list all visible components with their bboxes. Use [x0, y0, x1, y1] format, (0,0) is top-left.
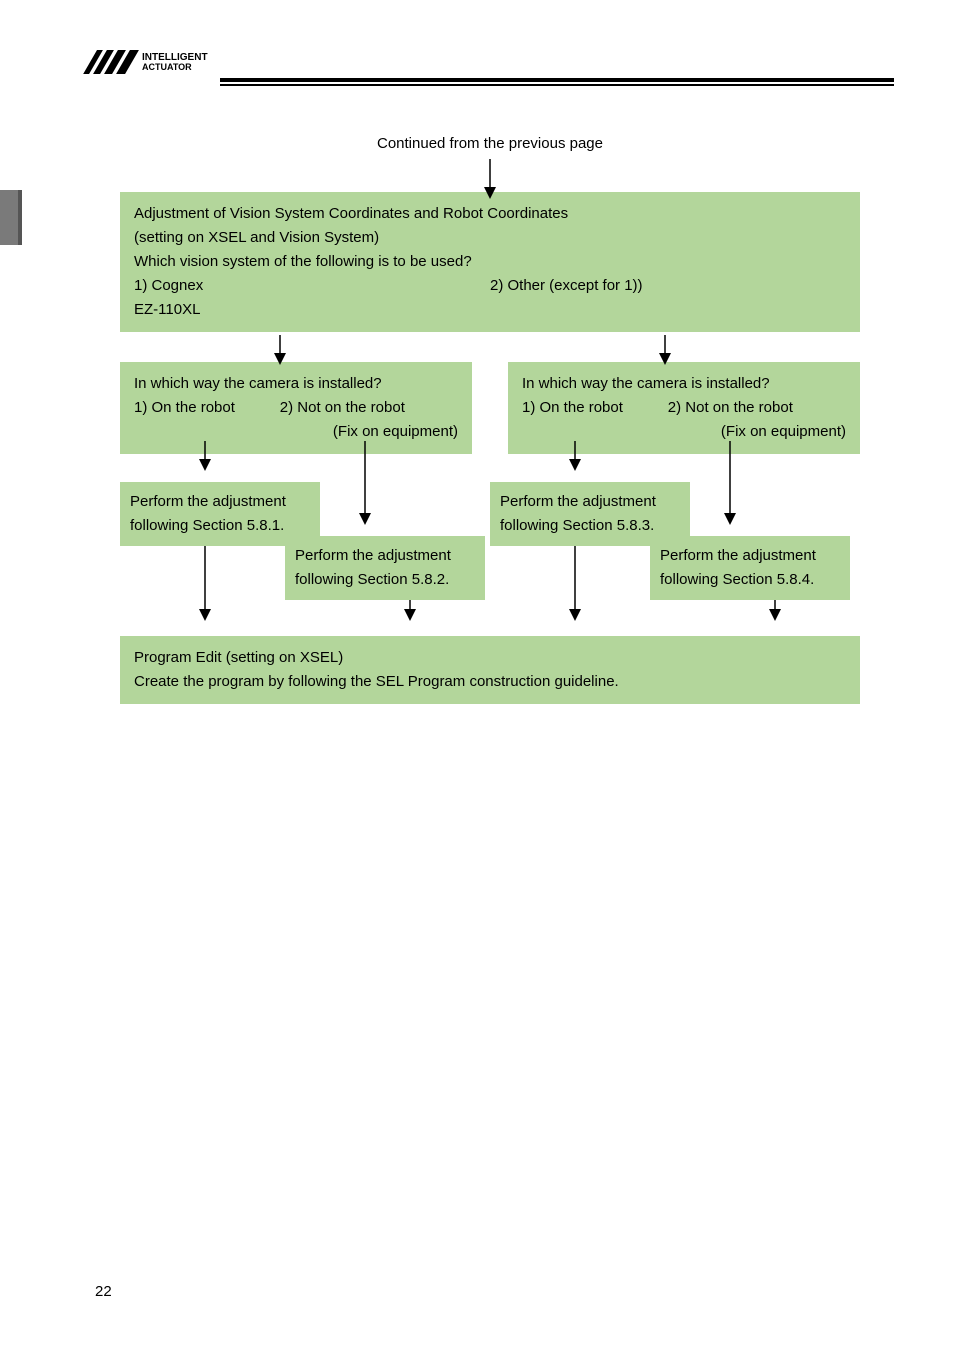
camq-r: In which way the camera is installed? [522, 372, 846, 396]
p582-l1: Perform the adjustment [295, 544, 475, 568]
camq-r-o2: 2) Not on the robot [668, 396, 846, 420]
p584-l2: following Section 5.8.4. [660, 568, 840, 592]
flowchart: Continued from the previous page Adjustm… [120, 135, 860, 704]
box-program-edit: Program Edit (setting on XSEL) Create th… [120, 636, 860, 704]
camq-l-o2: 2) Not on the robot [280, 396, 458, 420]
logo-stripes-icon [83, 50, 141, 74]
top-l1: Adjustment of Vision System Coordinates … [134, 202, 846, 226]
p582-l2: following Section 5.8.2. [295, 568, 475, 592]
top-opt1a: 1) Cognex [134, 274, 490, 298]
page-header: INTELLIGENT ACTUATOR [0, 0, 954, 80]
top-l2: (setting on XSEL and Vision System) [134, 226, 846, 250]
page-number: 22 [95, 1283, 112, 1300]
p581-l1: Perform the adjustment [130, 490, 310, 514]
logo-text: INTELLIGENT ACTUATOR [142, 53, 208, 72]
bottom-l2: Create the program by following the SEL … [134, 670, 846, 694]
camq-l: In which way the camera is installed? [134, 372, 458, 396]
p584-l1: Perform the adjustment [660, 544, 840, 568]
logo-line2: ACTUATOR [142, 63, 208, 72]
p583-l1: Perform the adjustment [500, 490, 680, 514]
box-584: Perform the adjustment following Section… [650, 536, 850, 600]
box-vision-adjustment: Adjustment of Vision System Coordinates … [120, 192, 860, 332]
header-rules [90, 78, 894, 86]
logo-line1: INTELLIGENT [142, 53, 208, 63]
logo: INTELLIGENT ACTUATOR [90, 50, 208, 74]
camq-r-o2b: (Fix on equipment) [668, 420, 846, 444]
camq-r-o1: 1) On the robot [522, 396, 668, 444]
box-582: Perform the adjustment following Section… [285, 536, 485, 600]
box-camera-right: In which way the camera is installed? 1)… [508, 362, 860, 454]
side-tab [0, 190, 18, 245]
p583-l2: following Section 5.8.3. [500, 514, 680, 538]
camq-l-o1: 1) On the robot [134, 396, 280, 444]
top-opt1b: EZ-110XL [134, 298, 490, 322]
top-opt2: 2) Other (except for 1)) [490, 274, 846, 298]
top-l3: Which vision system of the following is … [134, 250, 846, 274]
box-camera-left: In which way the camera is installed? 1)… [120, 362, 472, 454]
camq-l-o2b: (Fix on equipment) [280, 420, 458, 444]
p581-l2: following Section 5.8.1. [130, 514, 310, 538]
continued-label: Continued from the previous page [120, 135, 860, 152]
bottom-l1: Program Edit (setting on XSEL) [134, 646, 846, 670]
